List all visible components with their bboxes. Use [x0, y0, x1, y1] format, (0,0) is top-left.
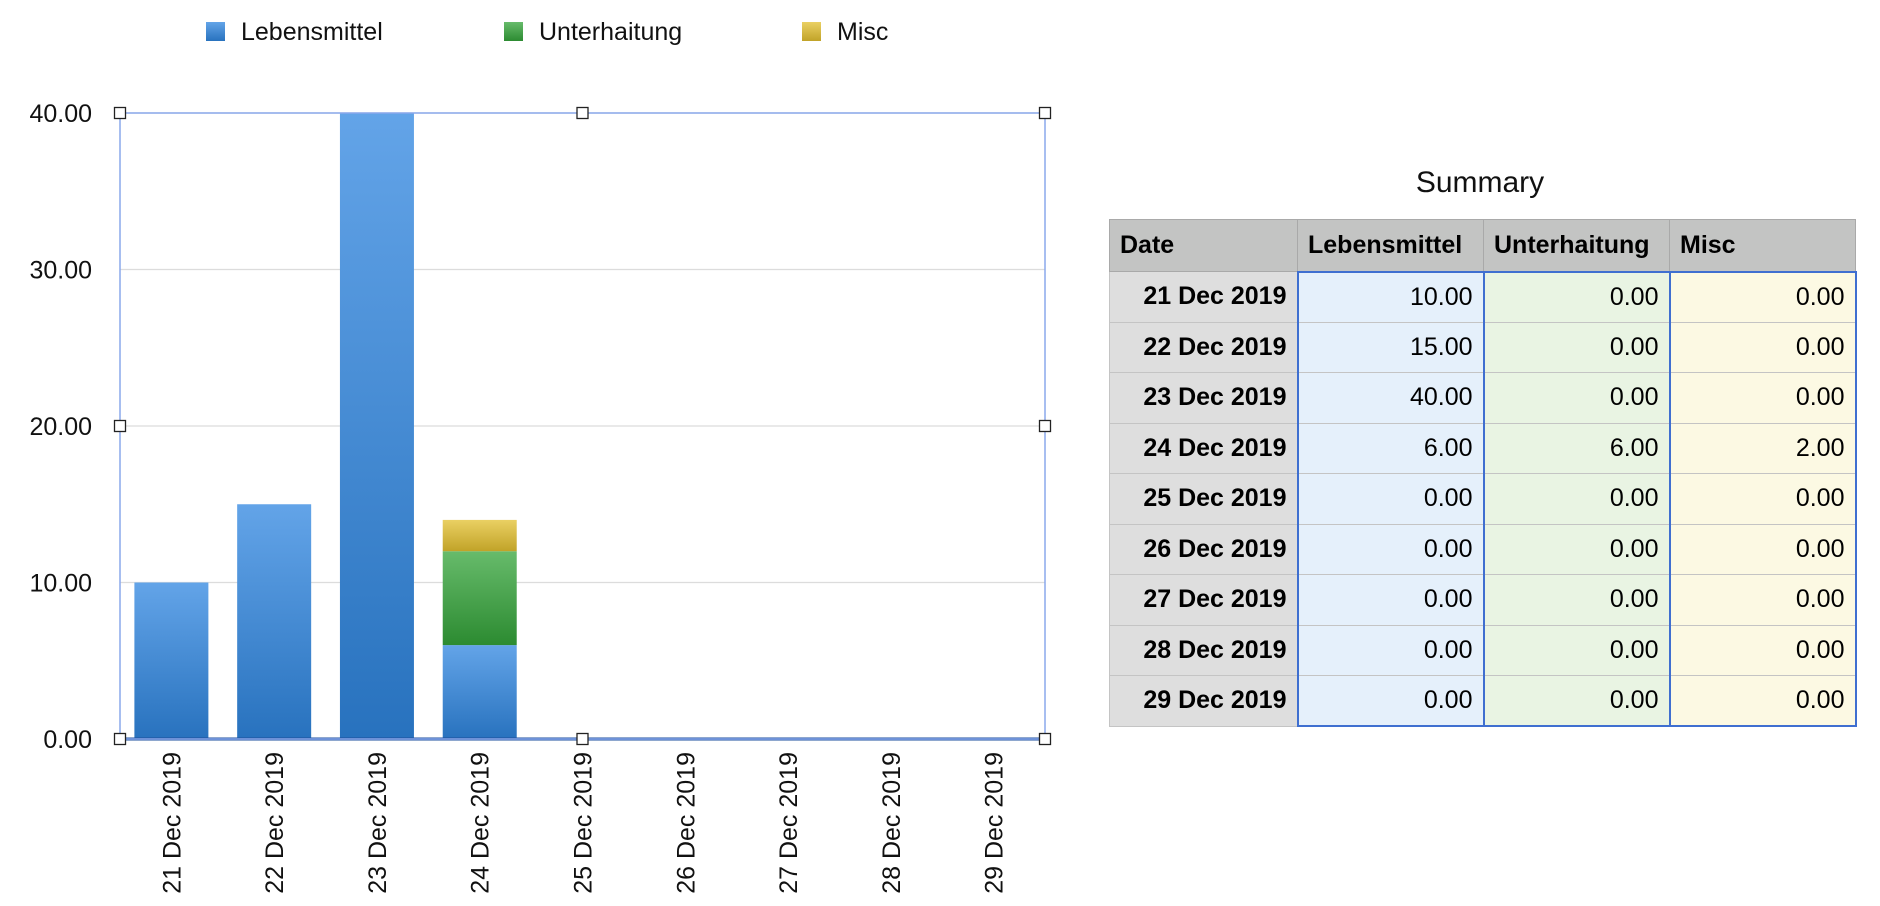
x-category-label: 29 Dec 2019 — [981, 752, 1009, 894]
misc-cell[interactable]: 0.00 — [1668, 624, 1857, 676]
resize-handle[interactable] — [576, 106, 589, 120]
y-tick-label: 40.00 — [29, 100, 92, 128]
date-cell[interactable]: 23 Dec 2019 — [1109, 372, 1298, 424]
resize-handle[interactable] — [113, 106, 127, 120]
legend-swatch-lebensmittel — [206, 22, 225, 41]
date-cell[interactable]: 26 Dec 2019 — [1109, 523, 1298, 575]
table-row: 28 Dec 2019 0.00 0.00 0.00 — [1109, 624, 1857, 676]
misc-cell[interactable]: 2.00 — [1668, 422, 1857, 474]
unterhaitung-cell[interactable]: 0.00 — [1482, 675, 1671, 727]
y-axis-ticks: 0.00 10.00 20.00 30.00 40.00 — [29, 100, 92, 754]
summary-title: Summary — [1415, 166, 1545, 199]
x-category-label: 24 Dec 2019 — [467, 752, 495, 894]
x-category-label: 23 Dec 2019 — [364, 752, 392, 894]
resize-handle[interactable] — [113, 732, 127, 746]
misc-cell[interactable]: 0.00 — [1668, 270, 1857, 323]
unterhaitung-cell[interactable]: 0.00 — [1482, 270, 1671, 323]
unterhaitung-cell[interactable]: 0.00 — [1482, 473, 1671, 525]
unterhaitung-cell[interactable]: 0.00 — [1482, 321, 1671, 373]
misc-cell[interactable]: 0.00 — [1668, 574, 1857, 626]
table-row: 24 Dec 2019 6.00 6.00 2.00 — [1109, 422, 1857, 474]
y-tick-label: 10.00 — [29, 570, 92, 598]
table-row: 29 Dec 2019 0.00 0.00 0.00 — [1109, 675, 1857, 727]
lebensmittel-cell[interactable]: 10.00 — [1296, 270, 1485, 323]
table-row: 26 Dec 2019 0.00 0.00 0.00 — [1109, 523, 1857, 575]
x-category-label: 28 Dec 2019 — [878, 752, 906, 894]
resize-handle[interactable] — [576, 732, 589, 746]
date-cell[interactable]: 24 Dec 2019 — [1109, 422, 1298, 474]
summary-table[interactable]: Date Lebensmittel Unterhaitung Misc 21 D… — [1109, 219, 1857, 727]
bar-lebensmittel-0[interactable] — [134, 582, 209, 740]
lebensmittel-cell[interactable]: 0.00 — [1296, 523, 1485, 575]
bar-unterhaitung-3[interactable] — [442, 551, 517, 646]
x-axis-category-labels: 21 Dec 2019 22 Dec 2019 23 Dec 2019 24 Dec … — [158, 752, 1008, 894]
date-cell[interactable]: 29 Dec 2019 — [1109, 675, 1298, 727]
lebensmittel-cell[interactable]: 0.00 — [1296, 574, 1485, 626]
x-category-label: 27 Dec 2019 — [775, 752, 803, 894]
y-tick-label: 20.00 — [29, 413, 92, 441]
lebensmittel-cell[interactable]: 0.00 — [1296, 473, 1485, 525]
date-cell[interactable]: 22 Dec 2019 — [1109, 321, 1298, 373]
misc-cell[interactable]: 0.00 — [1668, 321, 1857, 373]
y-tick-label: 30.00 — [29, 257, 92, 285]
x-category-label: 25 Dec 2019 — [570, 752, 598, 894]
date-cell[interactable]: 25 Dec 2019 — [1109, 473, 1298, 525]
misc-cell[interactable]: 0.00 — [1668, 372, 1857, 424]
unterhaitung-cell[interactable]: 0.00 — [1482, 372, 1671, 424]
chart-bars — [134, 113, 517, 740]
date-cell[interactable]: 27 Dec 2019 — [1109, 574, 1298, 626]
header-date[interactable]: Date — [1109, 219, 1298, 272]
table-row: 21 Dec 2019 10.00 0.00 0.00 — [1109, 270, 1857, 323]
chart-selection-frame[interactable] — [113, 106, 1052, 746]
misc-cell[interactable]: 0.00 — [1668, 473, 1857, 525]
header-unterhaitung[interactable]: Unterhaitung — [1483, 219, 1670, 272]
misc-cell[interactable]: 0.00 — [1668, 675, 1857, 727]
lebensmittel-cell[interactable]: 6.00 — [1296, 422, 1485, 474]
date-cell[interactable]: 28 Dec 2019 — [1109, 624, 1298, 676]
unterhaitung-cell[interactable]: 0.00 — [1482, 523, 1671, 575]
header-misc[interactable]: Misc — [1669, 219, 1856, 272]
header-lebensmittel[interactable]: Lebensmittel — [1297, 219, 1484, 272]
bar-lebensmittel-2[interactable] — [339, 113, 414, 739]
resize-handle[interactable] — [1038, 419, 1052, 433]
stacked-bar-chart[interactable]: Lebensmittel Unterhaitung Misc 0.00 10.00 20… — [0, 0, 1100, 906]
resize-handle[interactable] — [1038, 106, 1052, 120]
bar-misc-3[interactable] — [442, 519, 517, 552]
lebensmittel-cell[interactable]: 15.00 — [1296, 321, 1485, 373]
x-category-label: 21 Dec 2019 — [158, 752, 186, 894]
x-category-label: 22 Dec 2019 — [261, 752, 289, 894]
unterhaitung-cell[interactable]: 0.00 — [1482, 624, 1671, 676]
table-header-row: Date Lebensmittel Unterhaitung Misc — [1109, 219, 1856, 272]
date-cell[interactable]: 21 Dec 2019 — [1109, 271, 1298, 323]
legend-swatch-misc — [802, 22, 821, 41]
legend-label-unterhaitung: Unterhaitung — [539, 18, 682, 46]
x-category-label: 26 Dec 2019 — [672, 752, 700, 894]
resize-handle[interactable] — [113, 419, 127, 433]
table-row: 22 Dec 2019 15.00 0.00 0.00 — [1109, 321, 1857, 373]
chart-legend: Lebensmittel Unterhaitung Misc — [206, 18, 888, 46]
lebensmittel-cell[interactable]: 40.00 — [1296, 372, 1485, 424]
misc-cell[interactable]: 0.00 — [1668, 523, 1857, 575]
legend-label-lebensmittel: Lebensmittel — [241, 18, 383, 46]
table-row: 27 Dec 2019 0.00 0.00 0.00 — [1109, 574, 1857, 626]
table-row: 23 Dec 2019 40.00 0.00 0.00 — [1109, 372, 1857, 424]
legend-swatch-unterhaitung — [504, 22, 523, 41]
bar-lebensmittel-3[interactable] — [442, 645, 517, 739]
lebensmittel-cell[interactable]: 0.00 — [1296, 675, 1485, 727]
legend-label-misc: Misc — [837, 18, 888, 46]
y-tick-label: 0.00 — [43, 726, 92, 754]
resize-handle[interactable] — [1038, 732, 1052, 746]
table-row: 25 Dec 2019 0.00 0.00 0.00 — [1109, 473, 1857, 525]
lebensmittel-cell[interactable]: 0.00 — [1296, 624, 1485, 676]
unterhaitung-cell[interactable]: 0.00 — [1482, 574, 1671, 626]
bar-lebensmittel-1[interactable] — [237, 504, 312, 739]
unterhaitung-cell[interactable]: 6.00 — [1482, 422, 1671, 474]
